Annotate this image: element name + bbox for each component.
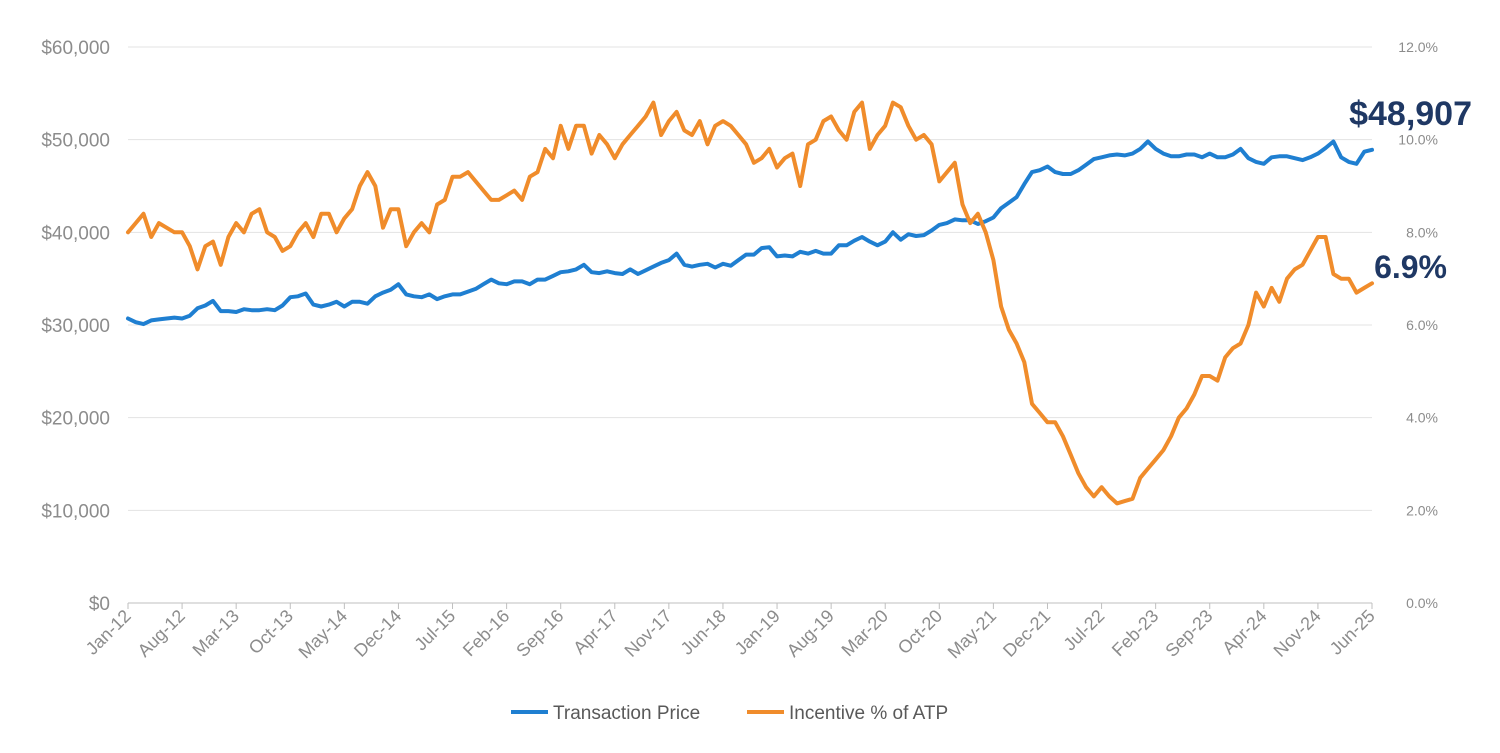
x-tick-label: Mar-20 — [838, 606, 892, 660]
x-tick-label: Jul-15 — [411, 606, 460, 655]
x-tick-label: Sep-16 — [512, 606, 567, 661]
y-axis-right: 0.0% 2.0% 4.0% 6.0% 8.0% 10.0% 12.0% — [1398, 39, 1438, 611]
y-right-tick-label: 4.0% — [1406, 410, 1438, 426]
x-tick-label: Jan-19 — [731, 606, 784, 659]
y-left-tick-label: $20,000 — [41, 409, 110, 430]
y-right-tick-label: 10.0% — [1398, 132, 1438, 148]
legend: Transaction Price Incentive % of ATP — [511, 703, 948, 724]
y-right-tick-label: 12.0% — [1398, 39, 1438, 55]
callouts: $48,907 6.9% — [1349, 95, 1472, 285]
x-tick-label: Feb-23 — [1108, 606, 1162, 660]
series-line-incentive — [126, 100, 1374, 506]
y-left-tick-label: $50,000 — [41, 131, 110, 152]
x-tick-label: Jun-25 — [1326, 606, 1379, 659]
x-tick-label: Jun-18 — [677, 606, 730, 659]
y-right-tick-label: 2.0% — [1406, 502, 1438, 518]
y-right-tick-label: 8.0% — [1406, 224, 1438, 240]
x-tick-label: Apr-24 — [1218, 606, 1270, 658]
y-left-tick-label: $60,000 — [41, 38, 110, 59]
gridlines — [128, 46, 1372, 604]
x-tick-label: Nov-24 — [1270, 606, 1325, 661]
x-tick-label: Aug-19 — [783, 606, 838, 661]
x-tick-label: May-21 — [944, 606, 1001, 663]
x-tick-label: Jul-22 — [1060, 606, 1109, 655]
x-tick-label: Oct-20 — [894, 606, 946, 658]
y-axis-left: $0 $10,000 $20,000 $30,000 $40,000 $50,000 $60… — [41, 38, 110, 615]
x-tick-label: Sep-23 — [1161, 606, 1216, 661]
callout-incentive: 6.9% — [1374, 249, 1447, 285]
y-left-tick-label: $30,000 — [41, 316, 110, 337]
x-tick-label: May-14 — [295, 606, 352, 663]
y-right-tick-label: 0.0% — [1406, 595, 1438, 611]
x-tick-label: Nov-17 — [621, 606, 676, 661]
series-line-transaction-price — [126, 139, 1374, 327]
callout-transaction-price: $48,907 — [1349, 95, 1472, 133]
legend-label-transaction-price: Transaction Price — [553, 703, 700, 724]
x-tick-label: Feb-16 — [459, 606, 513, 660]
y-right-tick-label: 6.0% — [1406, 317, 1438, 333]
x-tick-label: Oct-13 — [245, 606, 297, 658]
y-left-tick-label: $40,000 — [41, 223, 110, 244]
y-left-tick-label: $10,000 — [41, 501, 110, 522]
x-tick-label: Aug-12 — [134, 606, 189, 661]
x-tick-label: Apr-17 — [569, 606, 621, 658]
legend-label-incentive: Incentive % of ATP — [789, 703, 948, 724]
x-tick-label: Mar-13 — [189, 606, 243, 660]
x-tick-label: Dec-14 — [350, 606, 405, 661]
x-tick-label: Dec-21 — [999, 606, 1054, 661]
y-left-tick-label: $0 — [89, 594, 110, 615]
series — [126, 100, 1374, 506]
